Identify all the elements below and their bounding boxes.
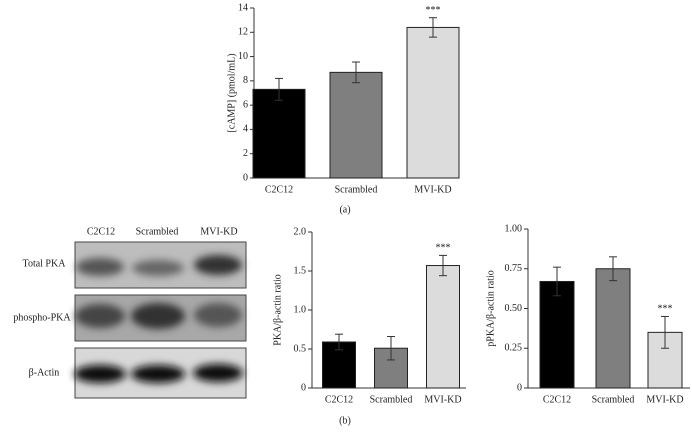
band (132, 260, 184, 276)
bar (406, 26, 460, 179)
band (194, 255, 242, 275)
y-tick-label: 12 (238, 27, 248, 38)
blot-column-label: Scrambled (136, 226, 179, 237)
y-tick-label: 6 (243, 99, 248, 110)
y-tick-label: 0.5 (294, 343, 307, 354)
x-tick-label: MVI-KD (646, 394, 683, 405)
x-tick-label: C2C12 (325, 394, 353, 405)
significance-label: *** (436, 243, 451, 254)
bar (329, 71, 383, 179)
blot-column-label: C2C12 (87, 226, 115, 237)
blot-row-label: β-Actin (29, 367, 60, 378)
bar (252, 88, 306, 179)
x-tick-label: Scrambled (592, 394, 635, 405)
band (194, 303, 242, 327)
y-tick-label: 0.50 (505, 303, 523, 314)
y-tick-label: 2 (243, 148, 248, 159)
panel-label: (a) (339, 204, 350, 215)
y-tick-label: 1.00 (505, 223, 523, 234)
bar (595, 268, 631, 389)
y-axis-label: pPKA/β-actin ratio (485, 270, 496, 346)
y-tick-label: 0 (243, 172, 248, 183)
western-blot: C2C12 Scrambled MVI-KD Total PKA phospho… (13, 226, 247, 399)
bar (539, 280, 575, 389)
significance-label: *** (426, 5, 441, 16)
y-tick-label: 1.0 (294, 304, 307, 315)
x-tick-label: Scrambled (335, 184, 378, 195)
band (131, 303, 185, 329)
band (76, 258, 124, 276)
panel-label: (b) (339, 415, 351, 426)
y-tick-label: 0.25 (505, 343, 523, 354)
blot-row-label: Total PKA (23, 258, 67, 269)
y-tick-label: 0 (301, 382, 306, 393)
band (75, 304, 125, 328)
y-axis-label: [cAMP] (pmol/mL) (226, 53, 237, 132)
y-axis-label: PKA/β-actin ratio (272, 274, 283, 345)
x-tick-label: MVI-KD (414, 184, 451, 195)
y-tick-label: 4 (243, 124, 248, 135)
y-tick-label: 2.0 (294, 226, 307, 237)
x-tick-label: C2C12 (265, 184, 293, 195)
blot-column-label: MVI-KD (200, 226, 237, 237)
band (193, 364, 243, 382)
x-tick-label: Scrambled (370, 394, 413, 405)
y-tick-label: 8 (243, 75, 248, 86)
y-tick-label: 10 (238, 51, 248, 62)
y-tick-label: 1.5 (294, 265, 307, 276)
x-tick-label: C2C12 (543, 394, 571, 405)
significance-label: *** (658, 304, 673, 315)
band (131, 365, 185, 383)
y-tick-label: 14 (238, 2, 248, 13)
blot-row-label: phospho-PKA (13, 312, 71, 323)
y-tick-label: 0.75 (505, 263, 523, 274)
x-tick-label: MVI-KD (424, 394, 461, 405)
y-tick-label: 0 (517, 382, 522, 393)
bar (426, 265, 460, 389)
band (74, 365, 126, 383)
